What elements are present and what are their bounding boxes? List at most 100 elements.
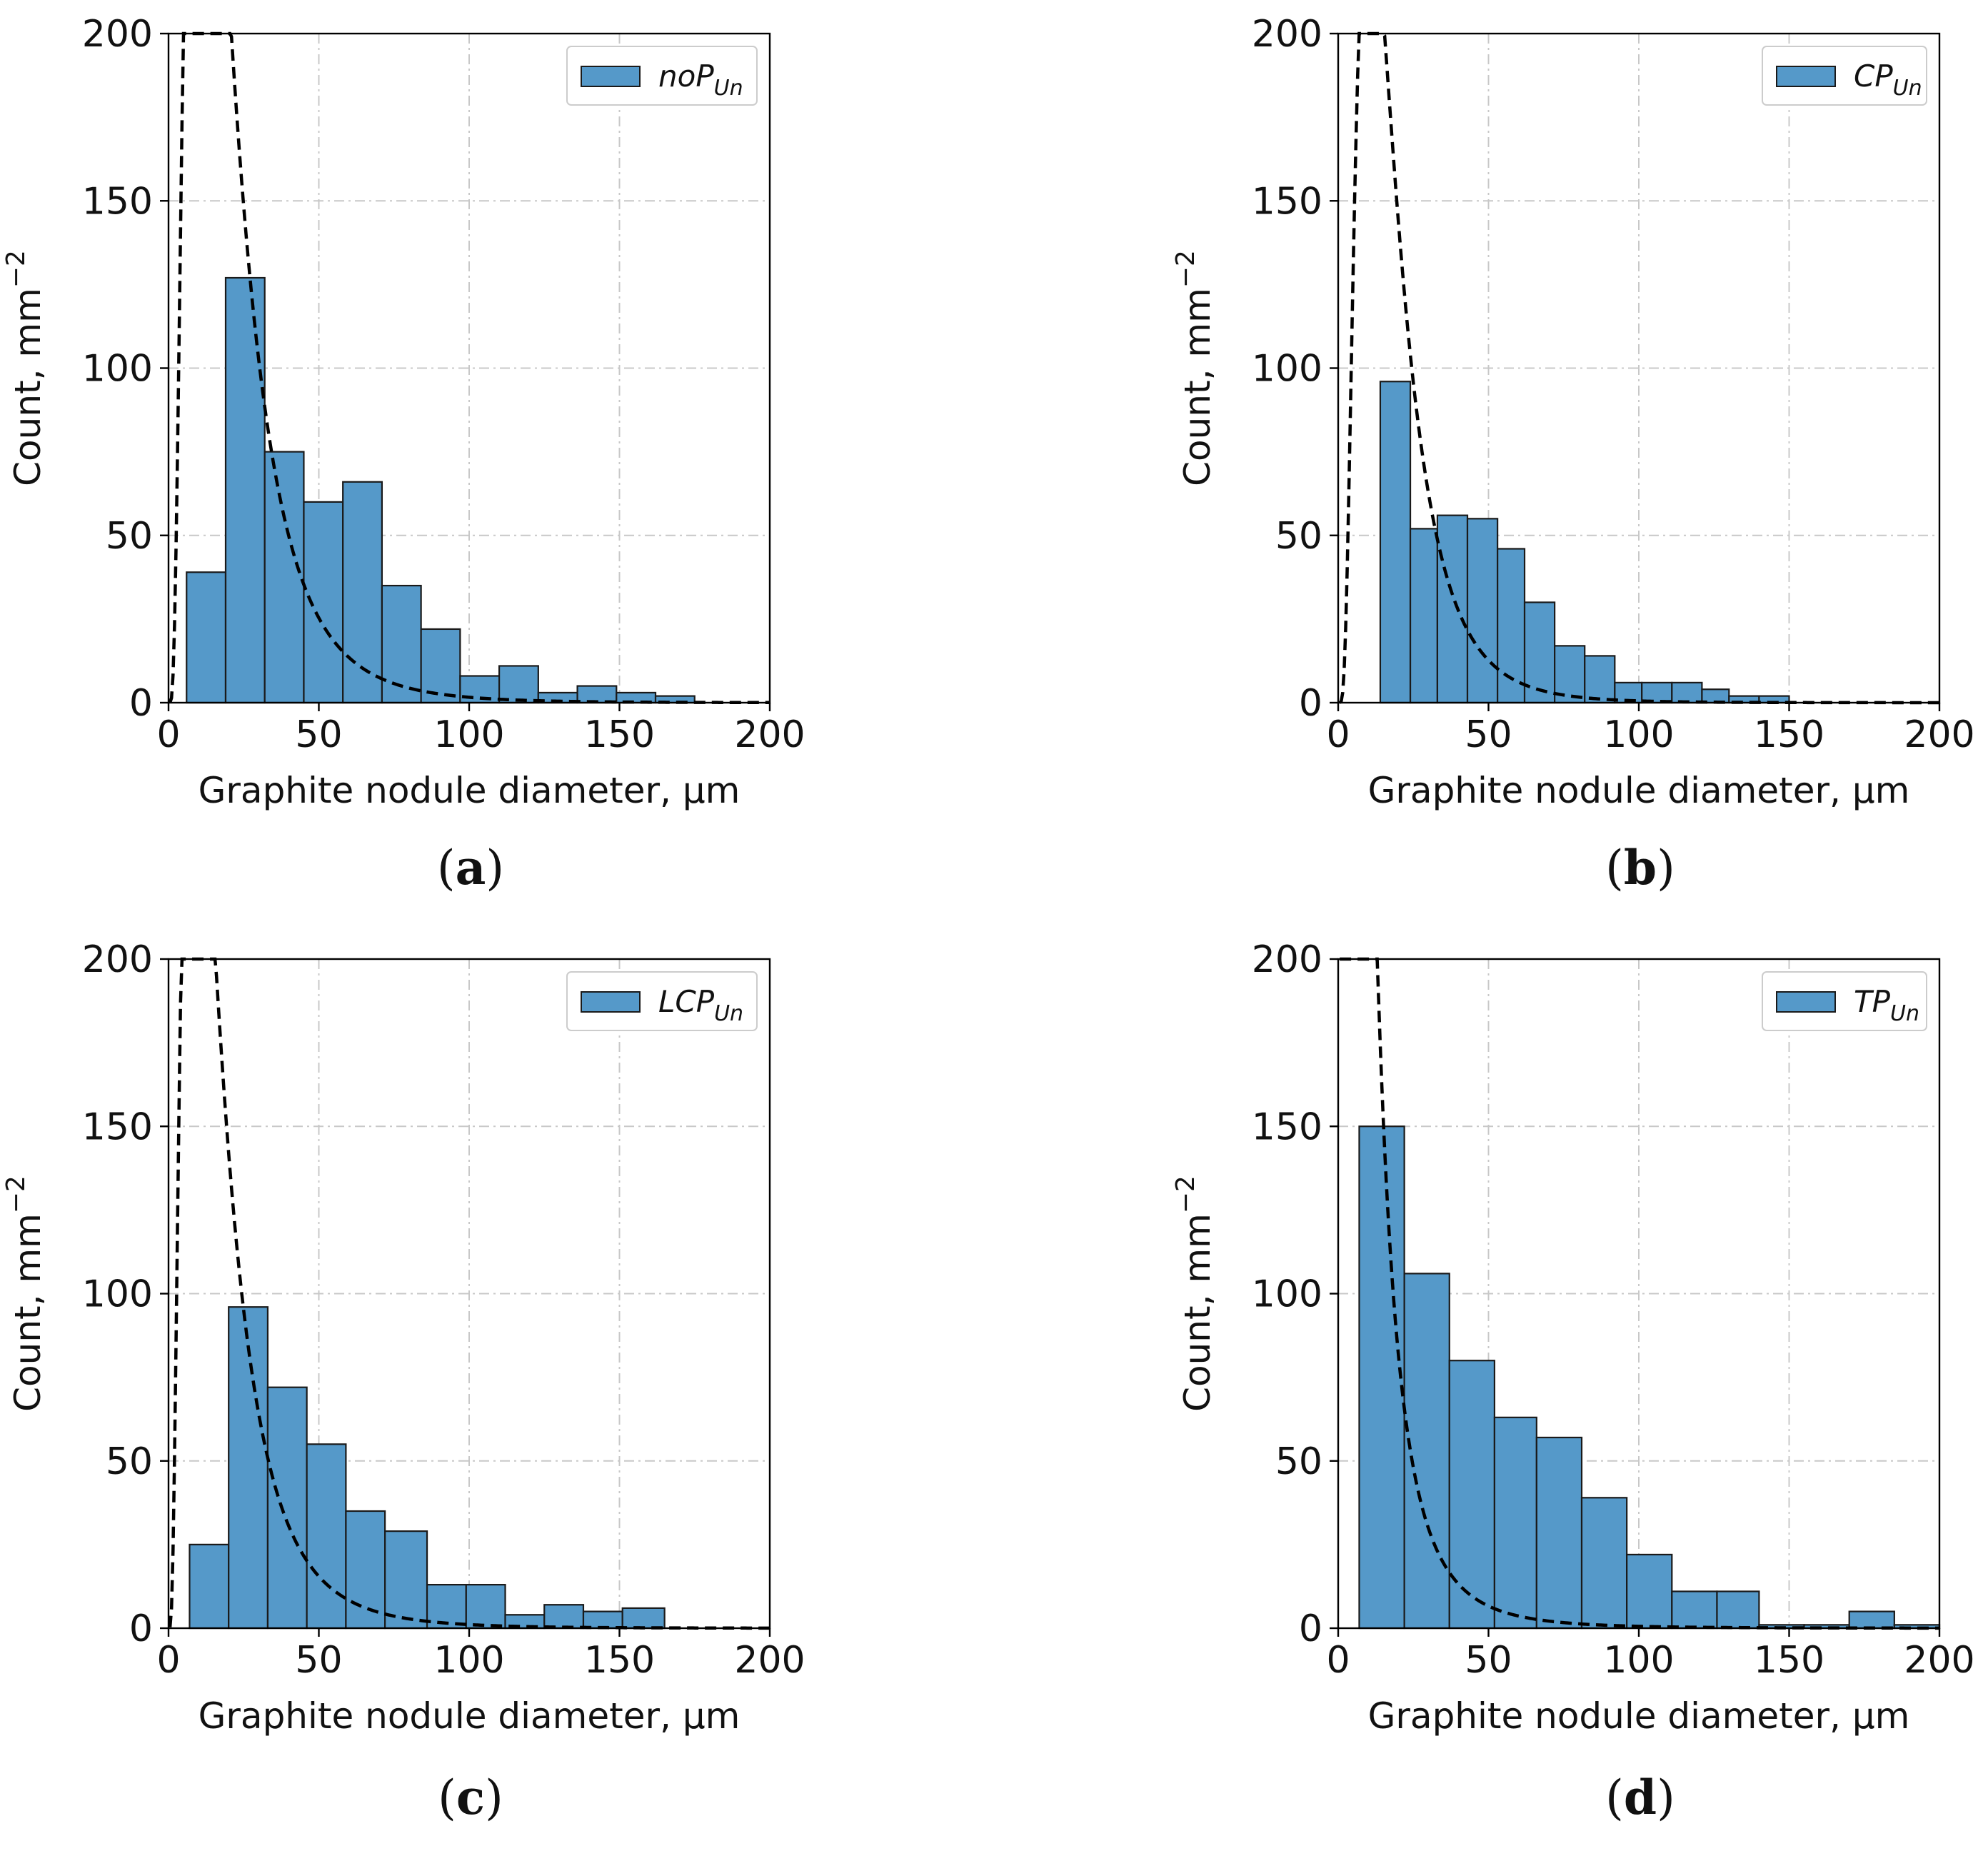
- chart-panel-c: 0 50 100 150 200 0 50 100 150 200 Graphite nodule …: [1, 938, 805, 1825]
- y-tick-label: 50: [106, 515, 153, 558]
- y-tick-label: 100: [1252, 1273, 1322, 1316]
- histogram-bar: [543, 1604, 585, 1630]
- x-tick-label: 100: [433, 1639, 504, 1682]
- legend-label-base: noP: [658, 59, 714, 94]
- x-tick-label: 100: [433, 713, 504, 756]
- histogram-bar: [186, 571, 227, 704]
- legend-label-base: LCP: [658, 984, 715, 1019]
- chart-panel-a: 0 50 100 150 200 0 50 100 150 200 Graphite nodule …: [1, 13, 805, 896]
- panel-label-open: (: [437, 841, 456, 896]
- histogram-bar: [306, 1443, 347, 1630]
- x-tick-label: 200: [1904, 713, 1974, 756]
- y-axis-label-exponent: −2: [1, 1175, 31, 1213]
- legend-label-subscript: Un: [714, 76, 743, 101]
- histogram-bar: [621, 1607, 666, 1630]
- legend-box: [566, 971, 758, 1031]
- y-tick-label: 50: [1275, 515, 1322, 558]
- panel-label-letter: a: [456, 840, 486, 896]
- histogram-bar: [1466, 518, 1499, 704]
- x-axis-label: Graphite nodule diameter, µm: [199, 770, 741, 811]
- x-tick-label: 0: [156, 713, 180, 756]
- panel-label: (b): [1605, 840, 1675, 896]
- x-tick-label: 100: [1603, 713, 1674, 756]
- panel-label-open: (: [1605, 841, 1624, 896]
- panel-label-close: ): [485, 1770, 503, 1825]
- grid-lines: [169, 959, 770, 1628]
- panel-label-close: ): [1657, 841, 1675, 896]
- fit-curve: [168, 31, 770, 705]
- y-tick-label: 100: [82, 348, 153, 391]
- x-tick-label: 50: [295, 1639, 342, 1682]
- y-axis-label-text: Count, mm: [1177, 288, 1218, 486]
- axis-ticks: 0 50 100 150 200 0 50 100 150 200: [1252, 13, 1975, 756]
- panel-label-close: ): [1657, 1770, 1675, 1825]
- histogram-bar: [189, 1543, 230, 1630]
- histogram-bar: [1436, 514, 1469, 704]
- y-axis-label-exponent: −2: [1171, 1175, 1200, 1213]
- histogram-bar: [1493, 1416, 1537, 1630]
- histogram-bar: [1584, 655, 1616, 704]
- y-axis-label: Count, mm−2: [1171, 1175, 1218, 1412]
- y-tick-label: 0: [129, 682, 153, 725]
- legend-label: noPUn: [658, 59, 743, 101]
- fit-curve: [1340, 957, 1939, 1630]
- y-tick-label: 150: [1252, 1105, 1322, 1148]
- grid-lines: [1338, 34, 1939, 703]
- x-tick-label: 150: [1754, 713, 1824, 756]
- legend-label: CPUn: [1854, 59, 1922, 101]
- histogram-bar: [1580, 1497, 1628, 1630]
- y-tick-label: 200: [1252, 938, 1322, 981]
- y-tick-label: 150: [1252, 180, 1322, 223]
- y-tick-label: 0: [1299, 1607, 1322, 1650]
- histogram-bar: [224, 276, 266, 704]
- panel-label: (a): [437, 840, 504, 896]
- y-tick-label: 200: [82, 938, 153, 981]
- y-tick-label: 0: [129, 1607, 153, 1650]
- histogram-bar: [1716, 1590, 1760, 1630]
- panel-label-close: ): [486, 841, 504, 896]
- legend: CPUn: [1762, 46, 1927, 106]
- legend-swatch: [1776, 991, 1836, 1013]
- legend-label-subscript: Un: [1893, 76, 1922, 101]
- x-tick-label: 150: [584, 1639, 655, 1682]
- panel-label-letter: b: [1624, 840, 1657, 896]
- x-tick-label: 200: [734, 1639, 805, 1682]
- legend-label: TPUn: [1854, 984, 1919, 1026]
- histogram-bar: [266, 1386, 308, 1630]
- histogram-bar: [498, 665, 539, 704]
- y-tick-label: 200: [82, 13, 153, 56]
- histogram-bar: [345, 1510, 386, 1630]
- x-tick-label: 200: [734, 713, 805, 756]
- histogram-bar: [384, 1530, 428, 1630]
- panel-label-open: (: [438, 1770, 456, 1825]
- x-tick-label: 150: [1754, 1639, 1824, 1682]
- panel-label-letter: d: [1624, 1770, 1657, 1825]
- y-axis-label-exponent: −2: [1171, 250, 1200, 288]
- y-tick-label: 50: [1275, 1440, 1322, 1483]
- histogram-bar: [465, 1583, 506, 1630]
- legend: TPUn: [1762, 971, 1927, 1031]
- histogram-bar: [1641, 681, 1673, 704]
- histogram-bar: [1358, 1125, 1405, 1630]
- y-tick-label: 100: [82, 1273, 153, 1316]
- grid-lines: [169, 34, 770, 703]
- histogram-bar: [582, 1610, 623, 1630]
- histogram-bar: [1848, 1610, 1895, 1630]
- legend-swatch: [581, 991, 641, 1013]
- histogram-bar: [342, 481, 383, 704]
- x-tick-label: 50: [1465, 713, 1512, 756]
- panel-label-open: (: [1605, 1770, 1624, 1825]
- x-tick-label: 0: [1326, 1639, 1350, 1682]
- y-axis-label-text: Count, mm: [1177, 1213, 1218, 1412]
- legend-label-subscript: Un: [1890, 1001, 1919, 1026]
- x-tick-label: 200: [1904, 1639, 1974, 1682]
- legend-swatch: [581, 66, 641, 87]
- histogram-bar: [1671, 1590, 1718, 1630]
- histogram-bar: [1379, 381, 1412, 704]
- x-tick-label: 100: [1603, 1639, 1674, 1682]
- chart-panel-b: 0 50 100 150 200 0 50 100 150 200 Graphite nodule …: [1171, 13, 1975, 896]
- y-axis-label-exponent: −2: [1, 250, 31, 288]
- histogram-bars: [1379, 381, 1790, 704]
- histogram-bar: [228, 1306, 269, 1630]
- histogram-bars: [186, 276, 696, 704]
